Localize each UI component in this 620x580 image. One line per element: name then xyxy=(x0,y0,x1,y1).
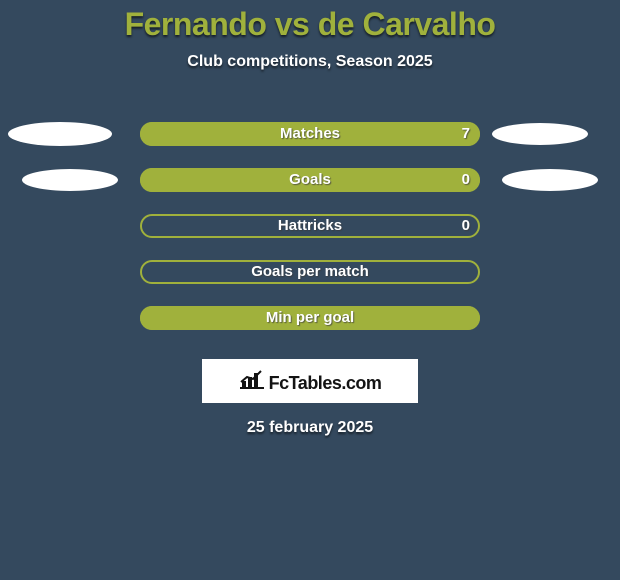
stat-row-matches: Matches 7 xyxy=(0,111,620,157)
stat-value: 0 xyxy=(462,168,470,192)
logo-text: FcTables.com xyxy=(269,373,382,394)
stat-bar: Min per goal xyxy=(140,306,480,330)
player-left-marker xyxy=(8,122,112,146)
stat-rows: Matches 7 Goals 0 Hattricks 0 xyxy=(0,111,620,341)
stat-value: 0 xyxy=(462,214,470,238)
stat-label: Matches xyxy=(140,122,480,146)
bar-chart-icon xyxy=(239,369,265,389)
stat-label: Hattricks xyxy=(140,214,480,238)
stat-row-goals: Goals 0 xyxy=(0,157,620,203)
stat-bar: Goals 0 xyxy=(140,168,480,192)
stat-label: Goals xyxy=(140,168,480,192)
stat-row-hattricks: Hattricks 0 xyxy=(0,203,620,249)
page-title: Fernando vs de Carvalho xyxy=(0,0,620,43)
stat-bar: Matches 7 xyxy=(140,122,480,146)
stat-row-min-per-goal: Min per goal xyxy=(0,295,620,341)
stat-value: 7 xyxy=(462,122,470,146)
stat-label: Goals per match xyxy=(140,260,480,284)
player-left-marker xyxy=(22,169,118,191)
stat-label: Min per goal xyxy=(140,306,480,330)
logo-inner: FcTables.com xyxy=(239,369,382,394)
date-label: 25 february 2025 xyxy=(0,419,620,437)
page-subtitle: Club competitions, Season 2025 xyxy=(0,53,620,71)
comparison-infographic: Fernando vs de Carvalho Club competition… xyxy=(0,0,620,580)
source-logo: FcTables.com xyxy=(202,359,418,403)
player-right-marker xyxy=(492,123,588,145)
player-right-marker xyxy=(502,169,598,191)
stat-bar: Hattricks 0 xyxy=(140,214,480,238)
stat-bar: Goals per match xyxy=(140,260,480,284)
stat-row-goals-per-match: Goals per match xyxy=(0,249,620,295)
